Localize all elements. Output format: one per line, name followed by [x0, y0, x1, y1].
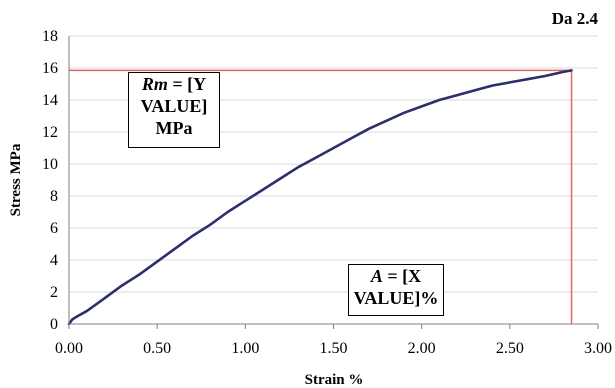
a-line-1-text: = [X — [382, 266, 422, 286]
series-line-0 — [67, 69, 573, 326]
a-symbol: A — [370, 266, 383, 286]
axes — [68, 36, 599, 329]
rm-annotation-line-2: VALUE] — [140, 96, 208, 116]
y-tick-label-6: 12 — [42, 124, 58, 141]
rm-annotation-line-3: MPa — [155, 118, 193, 138]
y-tick-label-3: 6 — [50, 220, 58, 237]
a-annotation-line-2: VALUE]% — [353, 288, 439, 308]
x-tick-label-1: 0.50 — [143, 340, 171, 357]
y-tick-label-5: 10 — [42, 156, 58, 173]
x-axis-label: Strain % — [305, 372, 364, 388]
x-tick-label-6: 3.00 — [584, 340, 612, 357]
y-tick-labels: 0 2 4 6 8 10 12 14 16 18 — [42, 28, 58, 333]
rm-annotation-box: Rm = [Y VALUE] MPa — [128, 72, 220, 148]
x-tick-label-5: 2.50 — [496, 340, 524, 357]
rm-annotation-line-1: Rm = [Y — [129, 73, 219, 95]
x-tick-label-0: 0.00 — [55, 340, 83, 357]
x-tick-label-4: 2.00 — [408, 340, 436, 357]
a-annotation-box: A = [X VALUE]% — [348, 264, 444, 316]
x-tick-label-3: 1.50 — [320, 340, 348, 357]
rm-line-1-text: = [Y — [167, 74, 207, 94]
y-tick-label-8: 16 — [42, 60, 58, 77]
y-axis-label: Stress MPa — [8, 143, 24, 216]
y-tick-label-7: 14 — [42, 92, 58, 109]
x-tick-label-2: 1.00 — [231, 340, 259, 357]
y-tick-label-9: 18 — [42, 28, 58, 45]
x-tick-labels: 0.00 0.50 1.00 1.50 2.00 2.50 3.00 — [55, 340, 612, 357]
a-annotation-line-1: A = [X — [349, 265, 443, 287]
y-tick-label-1: 2 — [50, 284, 58, 301]
y-tick-label-0: 0 — [50, 316, 58, 333]
rm-symbol: Rm — [141, 74, 168, 94]
chart-title: Da 2.4 — [552, 9, 599, 28]
series-layer — [67, 69, 573, 326]
y-tick-label-2: 4 — [50, 252, 58, 269]
y-tick-label-4: 8 — [50, 188, 58, 205]
reference-lines — [69, 69, 573, 324]
